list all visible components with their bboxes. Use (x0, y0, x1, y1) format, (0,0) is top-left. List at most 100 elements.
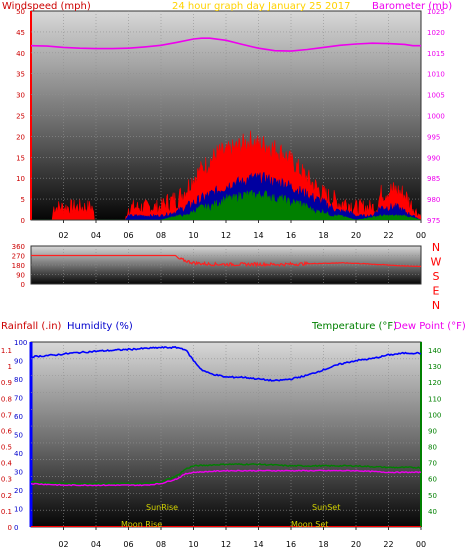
humidity-x-tick-label: 18 (318, 540, 328, 549)
humidity-tick-label: 90 (14, 358, 23, 366)
temperature-tick-label: 110 (428, 395, 441, 403)
wind-x-tick-label: 10 (188, 231, 198, 240)
wind-x-tick-label: 12 (221, 231, 231, 240)
temperature-tick-label: 40 (428, 508, 437, 516)
wind-x-tick-label: 20 (351, 231, 361, 240)
compass-label: W (431, 256, 442, 269)
rainfall-tick-label: 0.7 (1, 411, 12, 419)
windspeed-tick-label: 5 (21, 196, 25, 204)
rainfall-tick-label: 0 (8, 524, 12, 532)
humidity-tick-label: 20 (14, 487, 23, 495)
dewpoint-axis-title: Dew Point (°F) (394, 321, 466, 332)
barometer-tick-label: 1025 (427, 8, 445, 16)
compass-label: N (432, 241, 440, 254)
sunrise-annotation: SunRise (146, 503, 178, 512)
wind-direction-series (31, 254, 421, 268)
rainfall-tick-label: 0.8 (1, 395, 12, 403)
temperature-tick-label: 130 (428, 363, 441, 371)
wind-x-tick-label: 08 (156, 231, 166, 240)
rainfall-tick-label: 0.9 (1, 379, 12, 387)
windspeed-tick-label: 35 (16, 71, 25, 79)
humidity-tick-label: 100 (14, 339, 27, 347)
windspeed-tick-label: 0 (21, 217, 25, 225)
wind-x-tick-label: 16 (286, 231, 296, 240)
temperature-tick-label: 140 (428, 347, 441, 355)
rainfall-tick-label: 0.3 (1, 476, 12, 484)
humidity-x-tick-label: 10 (188, 540, 198, 549)
humidity-x-tick-label: 12 (221, 540, 231, 549)
rainfall-tick-label: 1.1 (1, 347, 12, 355)
barometer-tick-label: 1020 (427, 29, 445, 37)
humidity-x-tick-label: 02 (58, 540, 68, 549)
humidity-tick-label: 40 (14, 450, 23, 458)
barometer-tick-label: 985 (427, 175, 440, 183)
humidity-x-tick-label: 00 (416, 540, 426, 549)
temperature-tick-label: 90 (428, 427, 437, 435)
rainfall-tick-label: 0.4 (1, 460, 13, 468)
direction-tick-label: 0 (21, 281, 25, 289)
moonrise-annotation: Moon Rise (121, 520, 162, 529)
humidity-x-tick-label: 06 (123, 540, 133, 549)
humidity-axis-title: Humidity (%) (67, 321, 133, 332)
rainfall-tick-label: 0.2 (1, 492, 12, 500)
windspeed-tick-label: 45 (16, 29, 25, 37)
humidity-tick-label: 80 (14, 376, 23, 384)
windspeed-tick-label: 40 (16, 50, 25, 58)
wind-x-tick-label: 22 (383, 231, 393, 240)
direction-tick-label: 360 (12, 243, 25, 251)
rainfall-tick-label: 1 (8, 363, 12, 371)
temperature-tick-label: 70 (428, 460, 437, 468)
wind-x-tick-label: 14 (253, 231, 263, 240)
temperature-tick-label: 100 (428, 411, 441, 419)
temperature-tick-label: 120 (428, 379, 441, 387)
wind-low-series (31, 189, 421, 220)
barometer-tick-label: 995 (427, 133, 440, 141)
direction-tick-label: 90 (16, 272, 25, 280)
humidity-tick-label: 60 (14, 413, 23, 421)
barometer-tick-label: 990 (427, 154, 440, 162)
rainfall-tick-label: 0.6 (1, 427, 13, 435)
barometer-tick-label: 980 (427, 196, 440, 204)
barometer-axis-title: Barometer (mb) (372, 1, 452, 12)
humidity-x-tick-label: 08 (156, 540, 166, 549)
wind-x-tick-label: 18 (318, 231, 328, 240)
barometer-tick-label: 1015 (427, 50, 445, 58)
barometer-tick-label: 975 (427, 217, 440, 225)
wind-x-tick-label: 04 (91, 231, 101, 240)
barometer-tick-label: 1010 (427, 71, 445, 79)
wind-avg-series (31, 172, 421, 220)
humidity-x-tick-label: 22 (383, 540, 393, 549)
temperature-series (31, 463, 421, 485)
chart-title: 24 hour graph day January 25 2017 (172, 1, 350, 12)
humidity-x-tick-label: 04 (91, 540, 101, 549)
wind-x-tick-label: 06 (123, 231, 133, 240)
dewpoint-series (31, 469, 421, 487)
compass-label: N (432, 299, 440, 312)
humidity-tick-label: 30 (14, 469, 23, 477)
temperature-tick-label: 50 (428, 492, 437, 500)
rainfall-tick-label: 0.1 (1, 508, 12, 516)
humidity-tick-label: 0 (14, 524, 18, 532)
humidity-x-tick-label: 20 (351, 540, 361, 549)
direction-tick-label: 180 (12, 262, 25, 270)
moonset-annotation: Moon Set (291, 520, 328, 529)
humidity-tick-label: 70 (14, 395, 23, 403)
barometer-tick-label: 1000 (427, 113, 445, 121)
windspeed-axis-title: Windspeed (mph) (2, 1, 91, 12)
humidity-series (31, 346, 421, 382)
humidity-x-tick-label: 16 (286, 540, 296, 549)
wind-x-tick-label: 02 (58, 231, 68, 240)
sunset-annotation: SunSet (312, 503, 340, 512)
windspeed-tick-label: 25 (16, 113, 25, 121)
temperature-tick-label: 80 (428, 444, 437, 452)
windspeed-tick-label: 50 (16, 8, 25, 16)
temperature-tick-label: 60 (428, 476, 437, 484)
temperature-axis-title: Temperature (°F) (311, 321, 397, 332)
barometer-series (31, 37, 421, 52)
windspeed-tick-label: 15 (16, 154, 25, 162)
windspeed-tick-label: 20 (16, 133, 25, 141)
wind-x-tick-label: 00 (416, 231, 426, 240)
rainfall-tick-label: 0.5 (1, 444, 12, 452)
compass-label: E (433, 285, 440, 298)
